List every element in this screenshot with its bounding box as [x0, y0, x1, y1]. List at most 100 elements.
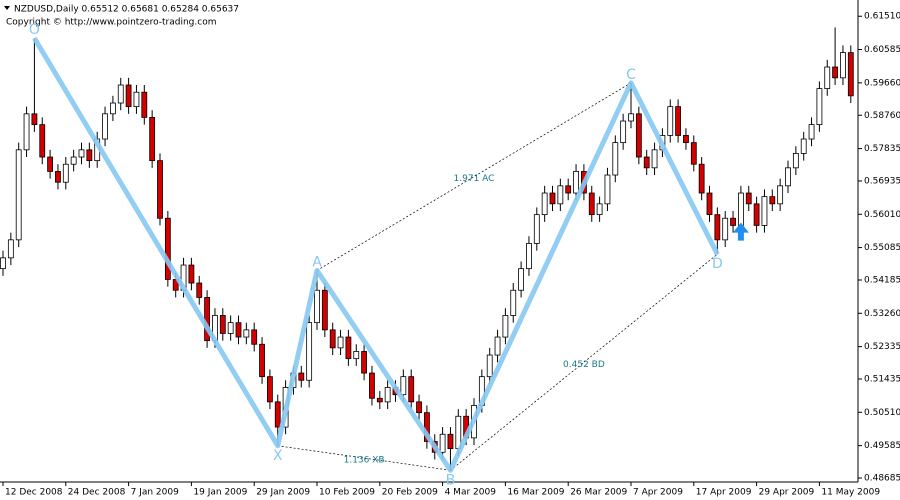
candle-body — [164, 217, 171, 280]
candle-body — [235, 322, 242, 338]
candle-body — [266, 376, 273, 403]
candle-body — [188, 264, 195, 284]
x-tick-label: 10 Feb 2009 — [319, 488, 375, 498]
candle-body — [832, 66, 838, 79]
candle-body — [753, 203, 760, 226]
y-tick-label: 0.56935 — [864, 176, 900, 186]
y-tick-label: 0.53260 — [864, 309, 900, 319]
y-tick-label: 0.51435 — [864, 375, 900, 385]
pattern-point-label: B — [446, 472, 456, 488]
y-tick-label: 0.54185 — [864, 275, 900, 285]
candle-body — [117, 84, 124, 104]
pattern-point-label: C — [626, 67, 636, 83]
pattern-line — [32, 36, 720, 473]
ratio-line — [316, 82, 632, 271]
candle-body — [149, 117, 156, 162]
candle-body — [675, 106, 681, 136]
pattern-point-label: A — [312, 254, 322, 270]
candle-body — [526, 243, 532, 270]
x-tick-label: 29 Jan 2009 — [256, 488, 310, 498]
candle-body — [102, 113, 108, 140]
candle-body — [70, 156, 77, 165]
y-tick-label: 0.60585 — [864, 45, 900, 55]
y-tick-label: 0.59660 — [864, 78, 900, 88]
candle-body — [510, 289, 517, 316]
ratio-line — [450, 253, 718, 471]
candle-body — [125, 84, 132, 108]
y-tick-label: 0.50510 — [864, 408, 900, 418]
candle-body — [329, 329, 336, 349]
chart-subtitle: Copyright © http://www.pointzero-trading… — [6, 18, 216, 28]
candle-body — [78, 149, 85, 158]
candle-body — [502, 315, 509, 338]
candle-body — [369, 372, 375, 399]
candle-body — [808, 124, 815, 140]
candle-body — [62, 163, 69, 183]
x-tick-label: 12 Dec 2008 — [5, 488, 63, 498]
candle-body — [667, 106, 674, 136]
signal-arrow — [732, 222, 749, 241]
candle-body — [549, 192, 556, 205]
candle-body — [777, 185, 784, 205]
candle-body — [738, 192, 744, 226]
candle-body — [39, 124, 46, 158]
ratio-label: 0.452 BD — [563, 360, 605, 370]
candle-body — [486, 354, 493, 378]
candle-body — [565, 185, 572, 194]
candle-body — [847, 52, 854, 97]
candle-body — [337, 336, 344, 349]
candle-body — [306, 322, 313, 381]
ratio-label: 1.971 AC — [454, 174, 495, 184]
candle-body — [745, 192, 752, 205]
candle-body — [141, 91, 148, 118]
candle-body — [7, 239, 14, 259]
x-tick-label: 26 Mar 2009 — [570, 488, 627, 498]
candle-body — [251, 329, 258, 345]
candle-body — [690, 142, 697, 165]
x-tick-label: 17 Apr 2009 — [696, 488, 752, 498]
x-tick-label: 24 Dec 2008 — [68, 488, 126, 498]
candle-body — [259, 343, 265, 378]
candle-body — [683, 135, 689, 144]
y-tick-label: 0.48685 — [864, 474, 900, 484]
candle-body — [792, 153, 799, 169]
candle-body — [243, 329, 250, 338]
candle-body — [588, 192, 595, 216]
candle-body — [620, 120, 627, 144]
candle-body — [518, 268, 524, 291]
candle-body — [31, 113, 38, 126]
candle-body — [0, 257, 6, 270]
y-tick-label: 0.52335 — [864, 342, 900, 352]
x-tick-label: 11 May 2009 — [821, 488, 880, 498]
x-tick-label: 29 Apr 2009 — [759, 488, 815, 498]
candle-body — [133, 91, 140, 108]
candle-body — [730, 217, 736, 226]
candle-body — [643, 156, 650, 169]
candle-body — [761, 196, 768, 226]
candle-body — [86, 149, 93, 162]
candle-body — [416, 401, 422, 414]
candle-body — [714, 214, 721, 241]
y-tick-label: 0.57835 — [864, 144, 900, 154]
pattern-point-label: O — [29, 22, 40, 38]
y-tick-label: 0.58760 — [864, 111, 900, 121]
candle-body — [298, 372, 305, 381]
pattern-point-label: X — [273, 448, 283, 464]
candle-body — [400, 376, 407, 396]
x-tick-label: 4 Mar 2009 — [445, 488, 497, 498]
candle-body — [698, 163, 705, 194]
candle-body — [219, 315, 226, 334]
candle-body — [321, 289, 328, 331]
candle-body — [384, 387, 391, 403]
candle-body — [47, 156, 53, 172]
candle-body — [15, 149, 22, 241]
candle-body — [533, 214, 540, 244]
chart-title: NZDUSD,Daily 0.65512 0.65681 0.65284 0.6… — [14, 5, 239, 15]
candle-body — [439, 433, 446, 453]
candle-body — [573, 171, 579, 194]
candle-body — [557, 185, 564, 205]
y-tick-label: 0.55085 — [864, 243, 900, 253]
pattern-point-label: D — [712, 256, 723, 272]
candle-body — [706, 192, 713, 216]
